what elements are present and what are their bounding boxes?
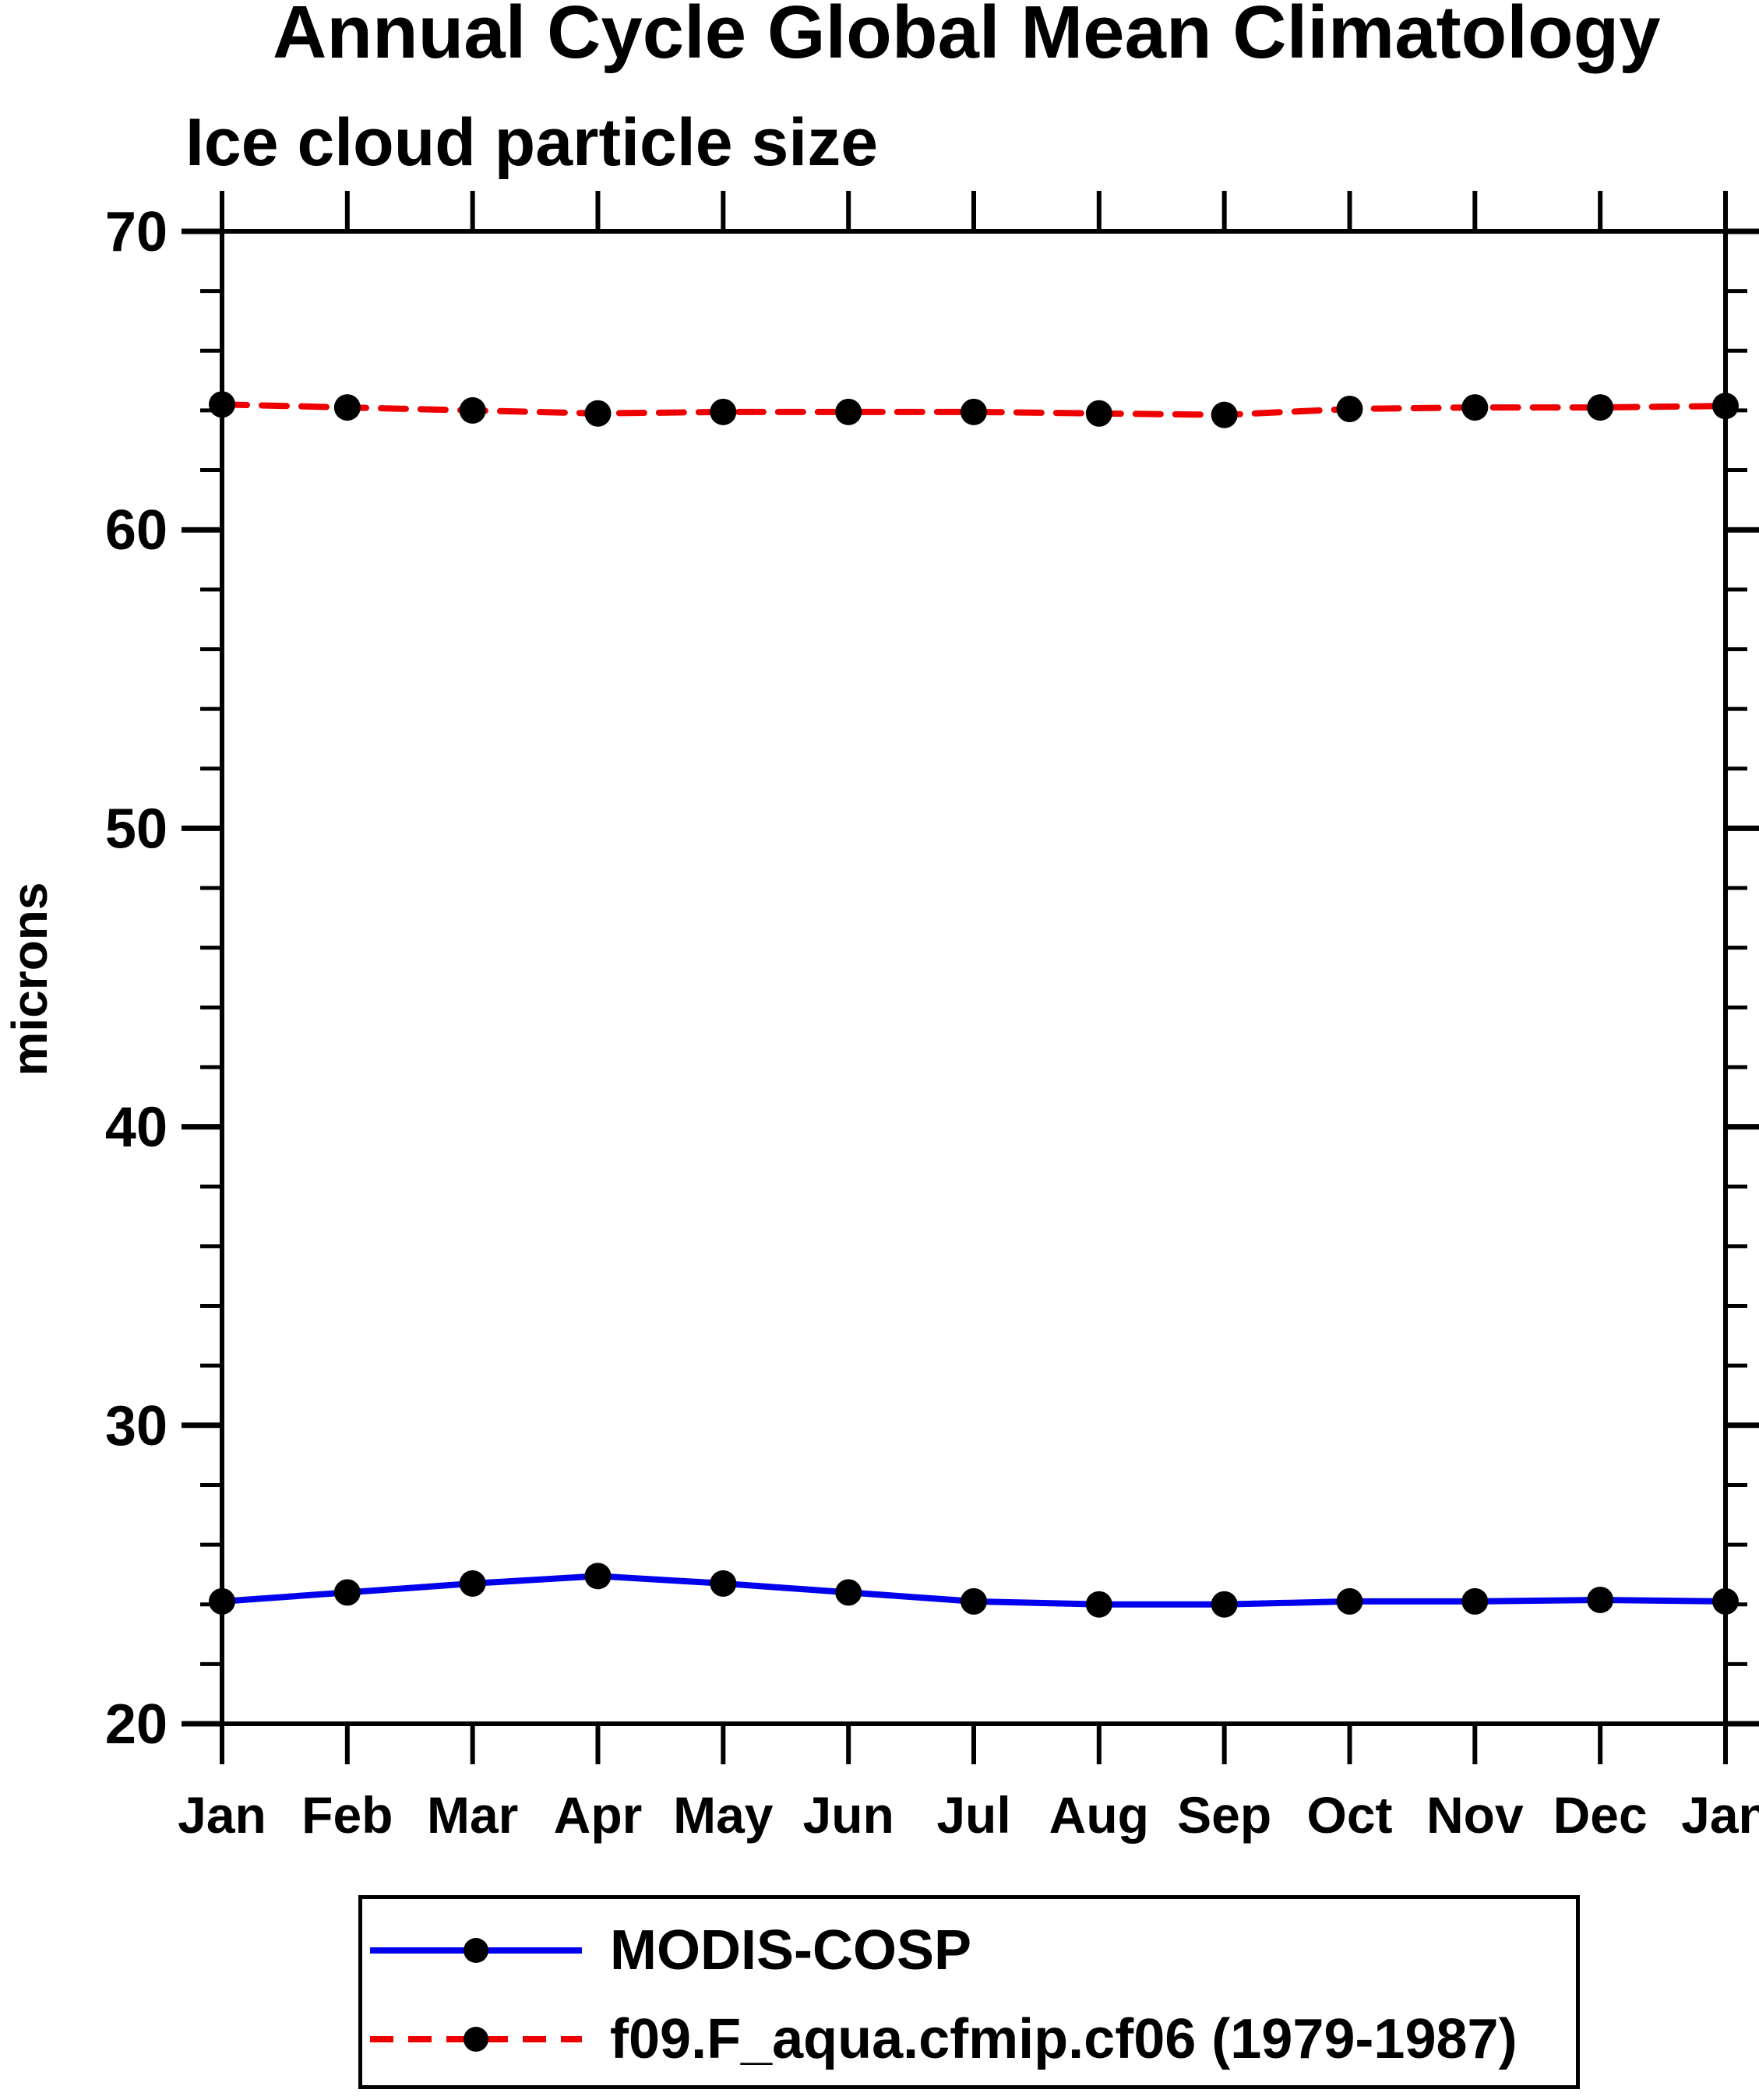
legend-line-sample-solid xyxy=(370,1938,582,1963)
x-tick-label: Nov xyxy=(1426,1786,1524,1844)
data-point-marker xyxy=(1587,1586,1614,1613)
data-point-marker xyxy=(1712,1587,1739,1615)
data-point-marker xyxy=(1085,1591,1112,1618)
plot-frame xyxy=(220,229,1728,1726)
x-tick-label: Dec xyxy=(1553,1786,1648,1844)
y-tick-label: 30 xyxy=(105,1395,167,1457)
legend-item-f09: f09.F_aqua.cfmip.cf06 (1979-1987) xyxy=(362,2011,1518,2067)
y-tick-label: 20 xyxy=(105,1693,167,1756)
x-tick-label: Jul xyxy=(936,1786,1010,1844)
series-markers-0 xyxy=(209,1563,1739,1618)
x-tick-label: Jan xyxy=(1681,1786,1759,1844)
data-point-marker xyxy=(1336,1587,1363,1615)
chart-title: Annual Cycle Global Mean Climatology xyxy=(273,0,1661,74)
legend-marker-dot xyxy=(464,1938,488,1963)
legend: MODIS-COSP f09.F_aqua.cfmip.cf06 (1979-1… xyxy=(358,1895,1580,2089)
x-tick-label: Sep xyxy=(1177,1786,1271,1844)
y-tick-label: 50 xyxy=(105,798,167,860)
chart-subtitle: Ice cloud particle size xyxy=(185,105,879,180)
data-point-marker xyxy=(1336,396,1363,423)
data-point-marker xyxy=(961,1587,987,1615)
x-tick-label: Mar xyxy=(427,1786,518,1844)
data-point-marker xyxy=(333,1579,361,1606)
x-tick-label: Apr xyxy=(554,1786,643,1844)
x-tick-label: Jun xyxy=(802,1786,894,1844)
data-point-marker xyxy=(710,398,737,425)
data-point-marker xyxy=(961,398,987,425)
axes: 20 30 40 50 60 70 Jan Feb Mar Apr May Jun Jul Aug Sep O… xyxy=(105,191,1759,1844)
y-tick-label: 70 xyxy=(105,201,167,263)
legend-marker-dot xyxy=(464,2027,488,2052)
series-markers-1 xyxy=(209,391,1739,428)
data-point-marker xyxy=(459,396,486,424)
legend-line-sample-dashed xyxy=(370,2027,582,2052)
data-point-marker xyxy=(1461,1587,1489,1615)
x-tick-label: Jan xyxy=(178,1786,266,1844)
x-tick-label: Feb xyxy=(301,1786,393,1844)
data-point-marker xyxy=(835,1579,862,1606)
x-tick-label: Oct xyxy=(1306,1786,1392,1844)
y-tick-label: 40 xyxy=(105,1097,167,1159)
data-point-marker xyxy=(1211,1591,1238,1618)
legend-item-modis-cosp: MODIS-COSP xyxy=(362,1922,971,1978)
data-point-marker xyxy=(584,1563,612,1590)
data-point-marker xyxy=(1587,394,1614,421)
data-point-marker xyxy=(209,1587,235,1615)
data-point-marker xyxy=(1211,401,1238,428)
legend-label-f09: f09.F_aqua.cfmip.cf06 (1979-1987) xyxy=(610,2008,1518,2070)
data-point-marker xyxy=(209,391,235,418)
data-point-marker xyxy=(1712,393,1739,420)
y-tick-label: 60 xyxy=(105,499,167,562)
x-tick-label: Aug xyxy=(1049,1786,1149,1844)
data-point-marker xyxy=(1085,400,1112,427)
data-point-marker xyxy=(1461,394,1489,421)
x-tick-label: May xyxy=(673,1786,774,1844)
data-point-marker xyxy=(584,400,612,427)
data-point-marker xyxy=(459,1570,486,1597)
legend-label-modis-cosp: MODIS-COSP xyxy=(610,1919,972,1982)
data-point-marker xyxy=(333,394,361,421)
data-point-marker xyxy=(835,398,862,425)
data-point-marker xyxy=(710,1570,737,1597)
